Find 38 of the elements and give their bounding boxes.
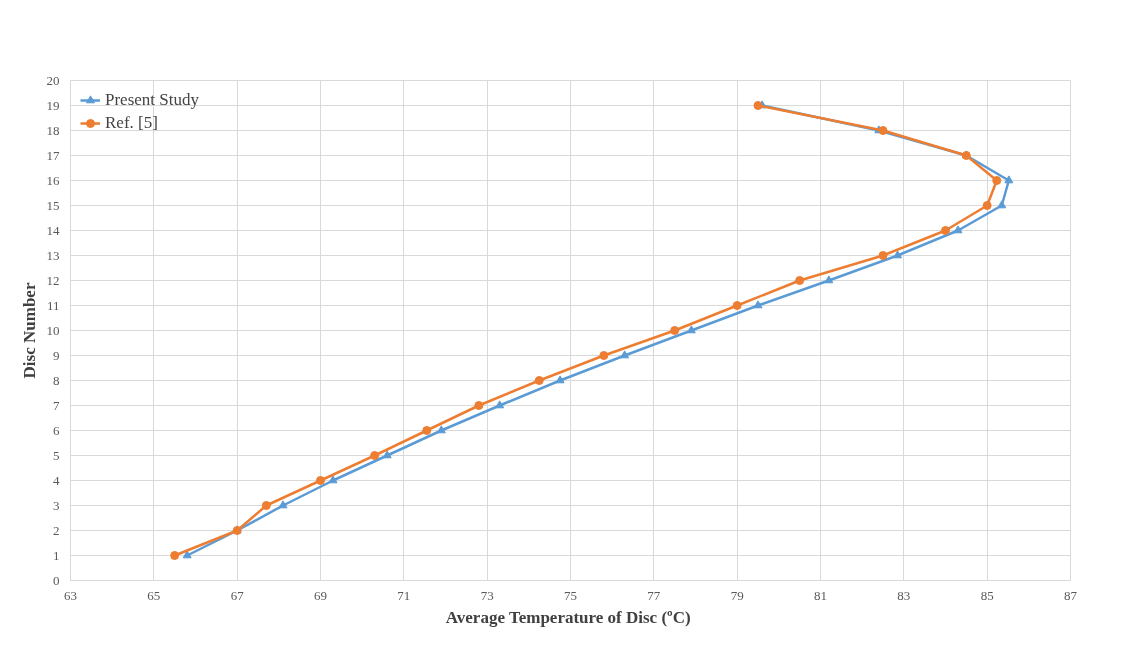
y-tick-label: 12 [46,272,60,288]
y-tick-label: 4 [53,472,60,488]
y-tick-label: 7 [53,397,60,413]
x-tick-label: 79 [730,587,744,603]
y-tick-label: 9 [53,347,60,363]
y-tick-label: 14 [46,222,60,238]
y-tick-label: 2 [53,522,60,538]
x-tick-label: 63 [64,587,77,603]
y-tick-label: 16 [46,172,60,188]
y-tick-label: 1 [53,547,60,563]
x-tick-label: 71 [397,587,411,603]
y-tick-label: 17 [46,147,60,163]
x-tick-label: 65 [147,587,161,603]
x-axis-title: Average Temperature of Disc (ºC) [445,607,691,627]
x-tick-label: 83 [897,587,911,603]
y-tick-label: 8 [53,372,60,388]
y-tick-label: 13 [46,247,60,263]
x-tick-label: 73 [480,587,494,603]
y-tick-label: 20 [46,72,60,88]
y-tick-label: 10 [46,322,60,338]
x-tick-label: 77 [647,587,661,603]
y-tick-label: 0 [53,572,60,588]
y-tick-label: 6 [53,422,60,438]
y-axis-title: Disc Number [19,282,39,379]
x-tick-label: 75 [564,587,577,603]
y-tick-label: 18 [46,122,60,138]
y-tick-label: 5 [53,447,60,463]
legend-label: Ref. [5] [105,113,158,133]
y-tick-label: 19 [46,97,60,113]
x-tick-label: 85 [980,587,994,603]
x-tick-label: 69 [314,587,327,603]
y-tick-label: 15 [46,197,60,213]
x-tick-label: 81 [814,587,827,603]
y-tick-label: 11 [46,297,60,313]
x-tick-label: 87 [1064,587,1078,603]
legend-label: Present Study [105,90,199,110]
x-tick-label: 67 [230,587,245,603]
y-tick-label: 3 [53,497,60,513]
